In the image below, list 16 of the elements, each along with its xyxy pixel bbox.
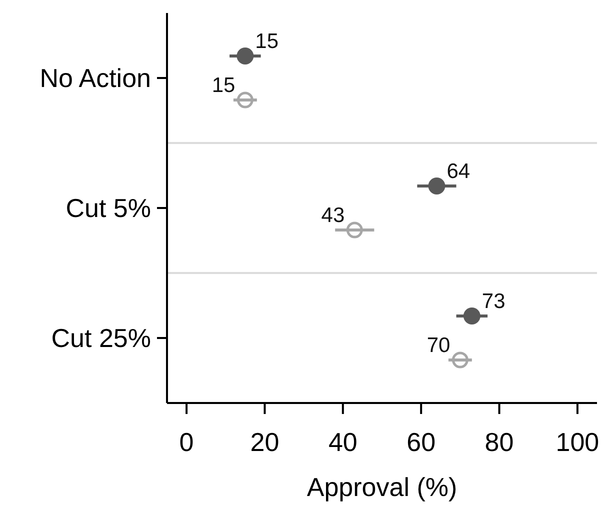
x-tick-label: 0 — [179, 427, 194, 457]
data-label: 15 — [255, 30, 279, 53]
data-label: 73 — [482, 290, 506, 313]
x-tick-label: 60 — [406, 427, 436, 457]
data-label: 43 — [321, 204, 345, 227]
y-tick-label: Cut 5% — [66, 193, 151, 224]
x-tick-label: 40 — [328, 427, 358, 457]
data-label: 70 — [426, 334, 450, 357]
x-tick-label: 100 — [556, 427, 600, 457]
data-label: 15 — [212, 74, 236, 97]
y-tick-label: No Action — [40, 63, 151, 94]
x-tick-label: 80 — [484, 427, 514, 457]
data-label: 64 — [446, 160, 470, 183]
y-tick-label: Cut 25% — [51, 323, 151, 354]
x-axis-title: Approval (%) — [306, 472, 458, 502]
x-tick-label: 20 — [250, 427, 280, 457]
